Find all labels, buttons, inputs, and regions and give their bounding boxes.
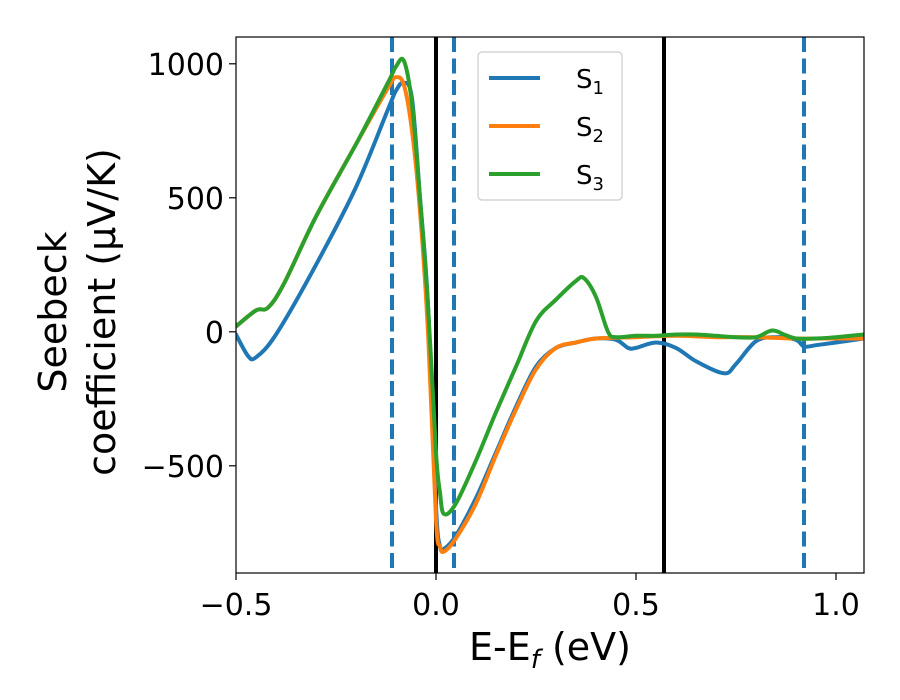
x-tick-label: −0.5 [200,588,273,623]
plot-frame [235,36,865,574]
y-tick-label: 1000 [148,48,224,83]
x-tick-label: 0.0 [412,588,460,623]
legend-label-s2: S2 [576,113,604,147]
y-axis-title-line2: coefficient (μV/K) [80,148,124,476]
legend-box [477,51,623,201]
x-tick-label: 0.5 [612,588,660,623]
x-axis-title: E-Ef (eV) [469,625,631,675]
series-line-s3 [236,56,864,517]
legend-label-s3: S3 [576,161,604,195]
legend: S1 S2 S3 [477,51,623,201]
x-tick-label: 1.0 [812,588,860,623]
y-tick-label: 500 [167,182,224,217]
y-tick-label: 0 [205,316,224,351]
axes: −0.5 0.0 0.5 1.0 −500 0 500 1000 [142,36,865,623]
x-axis-title-unit: (eV) [540,625,631,669]
y-tick-label: −500 [142,450,224,485]
legend-label-s1: S1 [576,65,604,99]
x-axis-title-main: E-E [469,625,531,669]
y-axis-title-line1: Seebeck [31,231,75,392]
plot-area [236,37,864,573]
plot-content [236,37,864,573]
